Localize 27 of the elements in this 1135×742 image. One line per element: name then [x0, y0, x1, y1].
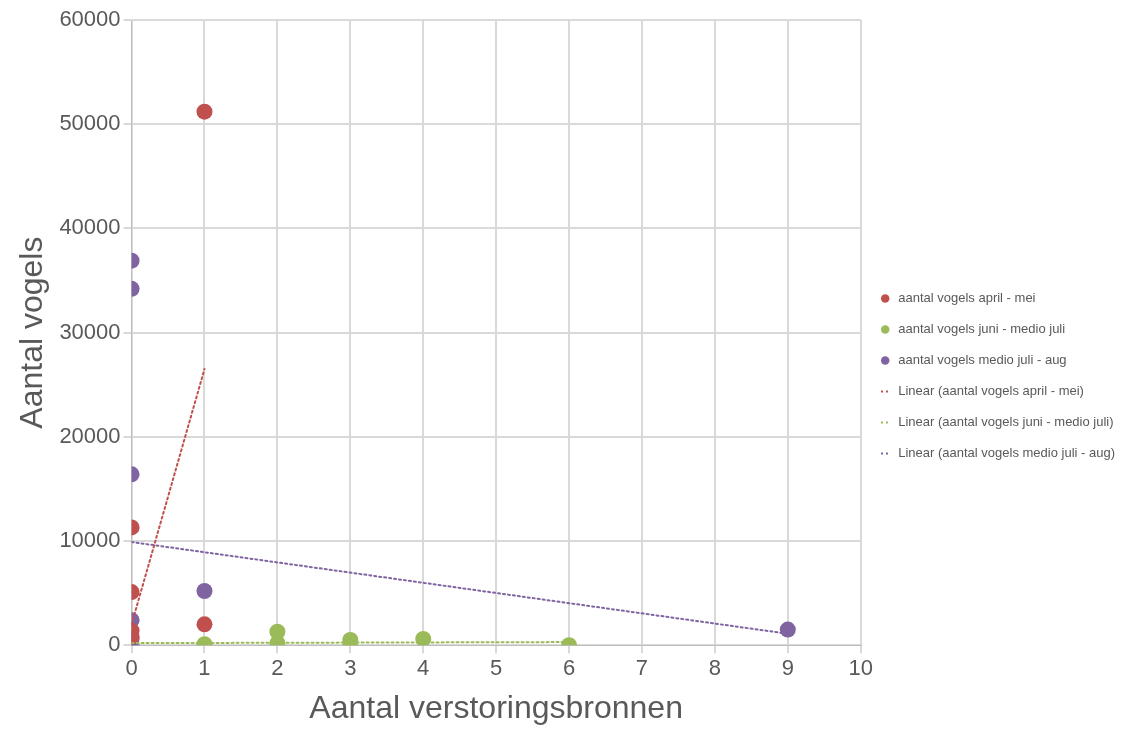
y-tick-label: 40000 [59, 214, 121, 240]
point [415, 630, 432, 646]
x-axis-title: Aantal verstoringsbronnen [309, 688, 683, 725]
y-tick-label: 60000 [59, 6, 121, 32]
y-tick-label: 50000 [59, 110, 121, 136]
legend-label: Linear (aantal vogels april - mei) [898, 383, 1084, 399]
x-tick-label: 6 [562, 655, 576, 681]
y-axis-title: Aantal vogels [13, 236, 50, 429]
y-tick-label: 0 [108, 631, 121, 657]
x-tick-label: 0 [125, 655, 138, 681]
y-tick-label: 10000 [59, 527, 121, 553]
legend-label: aantal vogels april - mei [898, 290, 1036, 306]
x-tick-label: 2 [271, 655, 284, 681]
x-tick-label: 5 [490, 655, 503, 681]
x-tick-label: 4 [417, 655, 430, 681]
y-tick-label: 20000 [59, 422, 121, 448]
x-tick-label: 3 [344, 655, 357, 681]
x-tick-label: 10 [848, 655, 873, 681]
x-tick-label: 1 [198, 655, 211, 681]
x-tick-label: 9 [781, 655, 794, 681]
x-tick-label: 8 [708, 655, 722, 681]
legend-label: aantal vogels medio juli - aug [898, 352, 1067, 368]
legend-label: aantal vogels juni - medio juli [898, 321, 1066, 337]
y-tick-label: 30000 [59, 318, 121, 344]
legend-label: Linear (aantal vogels medio juli - aug) [898, 445, 1116, 461]
legend-label: Linear (aantal vogels juni - medio juli) [898, 414, 1114, 430]
x-tick-label: 7 [635, 655, 649, 681]
